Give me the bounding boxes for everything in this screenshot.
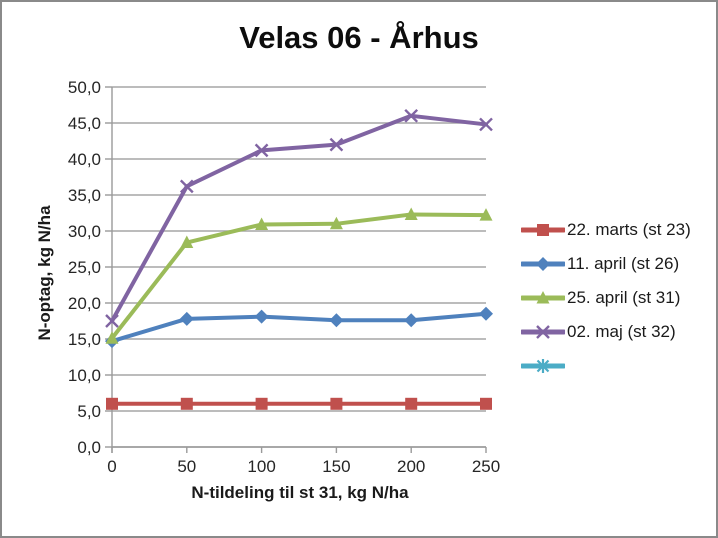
y-tick-label: 40,0 [68, 150, 101, 169]
y-tick-label: 50,0 [68, 78, 101, 97]
triangle-marker [329, 216, 343, 230]
square-marker [106, 397, 118, 410]
square-marker [255, 397, 268, 410]
series-4 [105, 108, 493, 328]
square-marker [330, 397, 343, 410]
triangle-marker [180, 235, 194, 249]
x-marker [254, 143, 269, 158]
triangle-marker [479, 208, 493, 221]
y-tick-label: 0,0 [77, 438, 101, 457]
legend-item-1: 22. marts (st 23) [521, 213, 691, 247]
legend-item-4: 02. maj (st 32) [521, 315, 691, 349]
series-3 [105, 207, 493, 344]
legend-label: 22. marts (st 23) [567, 220, 691, 239]
x-tick-label: 200 [397, 457, 425, 476]
y-tick-label: 20,0 [68, 294, 101, 313]
x-marker [179, 179, 194, 194]
diamond-marker [536, 257, 550, 271]
y-tick-label: 30,0 [68, 222, 101, 241]
triangle-marker [404, 207, 418, 220]
legend-item-2: 11. april (st 26) [521, 247, 691, 281]
diamond-marker [179, 311, 194, 326]
series-line [110, 212, 488, 341]
legend-marker-x [521, 325, 565, 339]
series-line [110, 311, 488, 344]
x-tick-label: 250 [472, 457, 500, 476]
square-marker [405, 397, 418, 410]
square-marker [180, 397, 193, 410]
y-tick-label: 25,0 [68, 258, 101, 277]
square-marker [537, 224, 549, 236]
legend-label: 02. maj (st 32) [567, 322, 676, 341]
y-tick-label: 5,0 [77, 402, 101, 421]
triangle-marker [536, 291, 550, 304]
legend-marker-asterisk [521, 359, 565, 373]
x-tick-label: 100 [247, 457, 275, 476]
x-marker [536, 325, 550, 339]
x-marker [404, 108, 419, 123]
legend: 22. marts (st 23) 11. april (st 26) 25. ap… [521, 213, 691, 383]
legend-marker-triangle [521, 291, 565, 304]
y-axis-title: N-optag, kg N/ha [35, 205, 54, 341]
x-tick-label: 50 [177, 457, 196, 476]
legend-marker-square [521, 224, 565, 236]
legend-item-5 [521, 349, 691, 383]
legend-item-3: 25. april (st 31) [521, 281, 691, 315]
legend-marker-diamond [521, 257, 565, 271]
series-2 [105, 306, 493, 349]
y-tick-label: 45,0 [68, 114, 101, 133]
diamond-marker [479, 306, 493, 321]
series-line [110, 113, 488, 323]
triangle-marker [105, 331, 119, 344]
x-tick-label: 0 [107, 457, 116, 476]
y-tick-label: 15,0 [68, 330, 101, 349]
legend-label: 25. april (st 31) [567, 288, 681, 307]
y-tick-label: 10,0 [68, 366, 101, 385]
chart-title: Velas 06 - Århus [239, 20, 479, 55]
square-marker [480, 397, 492, 410]
legend-label: 11. april (st 26) [567, 254, 680, 273]
diamond-marker [404, 313, 419, 328]
x-marker [479, 117, 493, 132]
x-tick-label: 150 [322, 457, 350, 476]
triangle-marker [255, 217, 269, 231]
diamond-marker [254, 309, 269, 324]
x-marker [329, 137, 344, 152]
series-1 [106, 397, 492, 410]
x-marker [105, 314, 119, 328]
diamond-marker [329, 313, 344, 328]
x-axis-title: N-tildeling til st 31, kg N/ha [191, 483, 409, 502]
asterisk-marker [536, 359, 550, 373]
y-tick-label: 35,0 [68, 186, 101, 205]
